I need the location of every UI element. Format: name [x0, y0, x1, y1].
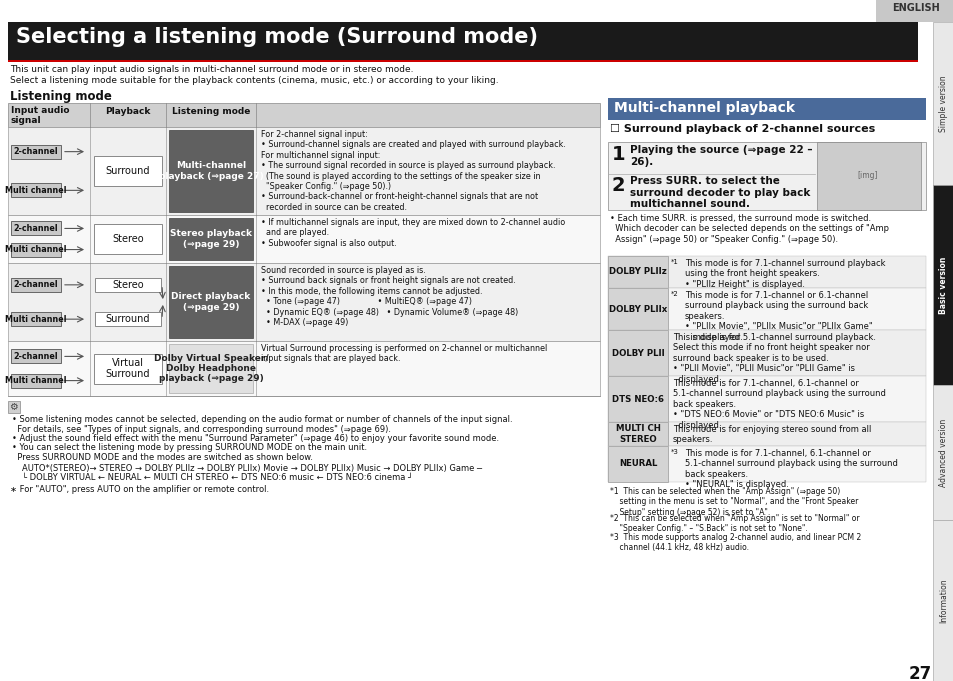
- Text: Multi channel: Multi channel: [6, 186, 67, 195]
- Bar: [11, 221, 61, 236]
- Text: *1: *1: [670, 259, 679, 265]
- Bar: [8, 127, 599, 215]
- Text: Multi-channel
playback (⇒page 27): Multi-channel playback (⇒page 27): [158, 161, 263, 180]
- Text: For details, see "Types of input signals, and corresponding surround modes" (⇒pa: For details, see "Types of input signals…: [12, 424, 391, 434]
- Text: 2-channel: 2-channel: [13, 352, 58, 361]
- Text: Sound recorded in source is played as is.
• Surround back signals or front heigh: Sound recorded in source is played as is…: [261, 266, 517, 327]
- Text: Input audio
signal: Input audio signal: [11, 106, 70, 125]
- Text: Press SURR. to select the
surround decoder to play back
multichannel sound.: Press SURR. to select the surround decod…: [629, 176, 809, 209]
- Text: Virtual
Surround: Virtual Surround: [106, 358, 150, 379]
- Text: 27: 27: [907, 665, 931, 681]
- Text: • You can select the listening mode by pressing SURROUND MODE on the main unit.: • You can select the listening mode by p…: [12, 443, 367, 452]
- Text: MULTI CH
STEREO: MULTI CH STEREO: [615, 424, 659, 444]
- Bar: [8, 215, 599, 263]
- Text: *2: *2: [670, 291, 678, 297]
- Text: • Some listening modes cannot be selected, depending on the audio format or numb: • Some listening modes cannot be selecte…: [12, 415, 512, 424]
- Text: NEURAL: NEURAL: [618, 460, 657, 469]
- Bar: [607, 446, 667, 482]
- Text: *3  This mode supports analog 2-channel audio, and linear PCM 2
    channel (44.: *3 This mode supports analog 2-channel a…: [609, 533, 861, 552]
- Bar: [607, 288, 925, 330]
- Bar: [8, 263, 599, 341]
- Text: Stereo playback
(⇒page 29): Stereo playback (⇒page 29): [170, 229, 252, 249]
- Text: Stereo: Stereo: [112, 234, 144, 244]
- Bar: [607, 422, 925, 446]
- Text: Surround: Surround: [106, 314, 150, 324]
- Bar: [94, 353, 162, 383]
- Text: Playback: Playback: [105, 106, 151, 116]
- Bar: [8, 22, 917, 60]
- Bar: [8, 103, 599, 127]
- Bar: [607, 98, 925, 120]
- Text: For 2-channel signal input:
• Surround-channel signals are created and played wi: For 2-channel signal input: • Surround-c…: [261, 130, 565, 212]
- Bar: [607, 376, 667, 422]
- Bar: [932, 22, 953, 185]
- Text: This mode is for 5.1-channel surround playback.
Select this mode if no front hei: This mode is for 5.1-channel surround pl…: [672, 333, 875, 383]
- Text: [img]: [img]: [856, 172, 877, 180]
- Text: └ DOLBY VIRTUAL ← NEURAL ← MULTI CH STEREO ← DTS NEO:6 music ← DTS NEO:6 cinema : └ DOLBY VIRTUAL ← NEURAL ← MULTI CH STER…: [22, 473, 413, 483]
- Text: DOLBY PLIIz: DOLBY PLIIz: [608, 268, 666, 276]
- Text: Information: Information: [939, 578, 947, 623]
- Text: This mode is for 7.1-channel surround playback
using the front height speakers.
: This mode is for 7.1-channel surround pl…: [684, 259, 884, 289]
- Bar: [607, 422, 667, 446]
- Bar: [169, 218, 253, 260]
- Text: 2-channel: 2-channel: [13, 224, 58, 233]
- Bar: [94, 156, 162, 186]
- Bar: [169, 344, 253, 393]
- Bar: [875, 0, 953, 22]
- Bar: [95, 312, 161, 326]
- Bar: [932, 185, 953, 385]
- Text: *3: *3: [670, 449, 679, 455]
- Bar: [95, 278, 161, 292]
- Bar: [11, 183, 61, 197]
- Bar: [8, 60, 917, 62]
- Text: 2: 2: [612, 176, 625, 195]
- Bar: [11, 144, 61, 159]
- Text: Playing the source (⇒page 22 –
26).: Playing the source (⇒page 22 – 26).: [629, 145, 812, 167]
- Text: This mode is for 7.1-channel, 6.1-channel or
5.1-channel surround playback using: This mode is for 7.1-channel, 6.1-channe…: [672, 379, 885, 430]
- Text: Press SURROUND MODE and the modes are switched as shown below.: Press SURROUND MODE and the modes are sw…: [12, 453, 313, 462]
- Text: DTS NEO:6: DTS NEO:6: [612, 394, 663, 404]
- Text: 2-channel: 2-channel: [13, 281, 58, 289]
- Bar: [11, 312, 61, 326]
- Text: This mode is for 7.1-channel, 6.1-channel or
5.1-channel surround playback using: This mode is for 7.1-channel, 6.1-channe…: [684, 449, 897, 489]
- Bar: [8, 401, 20, 413]
- Bar: [607, 142, 925, 210]
- Text: Multi channel: Multi channel: [6, 376, 67, 385]
- Bar: [932, 520, 953, 681]
- Text: Direct playback
(⇒page 29): Direct playback (⇒page 29): [172, 292, 251, 312]
- Text: ⚙: ⚙: [9, 402, 18, 412]
- Bar: [11, 278, 61, 292]
- Text: 2-channel: 2-channel: [13, 147, 58, 156]
- Text: This mode is for 7.1-channel or 6.1-channel
surround playback using the surround: This mode is for 7.1-channel or 6.1-chan…: [684, 291, 872, 342]
- Text: ENGLISH: ENGLISH: [891, 3, 939, 13]
- Text: Select a listening mode suitable for the playback contents (cinema, music, etc.): Select a listening mode suitable for the…: [10, 76, 498, 85]
- Text: This mode is for enjoying stereo sound from all
speakers.: This mode is for enjoying stereo sound f…: [672, 425, 870, 445]
- Text: AUTO*(STEREO)→ STEREO → DOLBY PLIIz → DOLBY PLIIx) Movie → DOLBY PLIIx) Music → : AUTO*(STEREO)→ STEREO → DOLBY PLIIz → DO…: [22, 464, 481, 473]
- Text: ∗ For "AUTO", press AUTO on the amplifier or remote control.: ∗ For "AUTO", press AUTO on the amplifie…: [10, 486, 269, 494]
- Text: Simple version: Simple version: [939, 75, 947, 132]
- Bar: [11, 242, 61, 257]
- Text: Multi-channel playback: Multi-channel playback: [614, 101, 794, 115]
- Text: *1  This can be selected when the "Amp Assign" (⇒page 50)
    setting in the men: *1 This can be selected when the "Amp As…: [609, 487, 858, 517]
- Bar: [816, 142, 920, 210]
- Bar: [11, 374, 61, 387]
- Text: • Adjust the sound field effect with the menu "Surround Parameter" (⇒page 46) to: • Adjust the sound field effect with the…: [12, 434, 498, 443]
- Text: ☐ Surround playback of 2-channel sources: ☐ Surround playback of 2-channel sources: [609, 124, 874, 134]
- Bar: [607, 330, 925, 376]
- Text: DOLBY PLIIx: DOLBY PLIIx: [608, 304, 666, 313]
- Text: Multi channel: Multi channel: [6, 315, 67, 323]
- Text: Selecting a listening mode (Surround mode): Selecting a listening mode (Surround mod…: [16, 27, 537, 47]
- Text: Listening mode: Listening mode: [10, 90, 112, 103]
- Text: Virtual Surround processing is performed on 2-channel or multichannel
input sign: Virtual Surround processing is performed…: [261, 344, 547, 364]
- Text: This unit can play input audio signals in multi-channel surround mode or in ster: This unit can play input audio signals i…: [10, 65, 413, 74]
- Bar: [932, 385, 953, 520]
- Text: DOLBY PLII: DOLBY PLII: [611, 349, 663, 358]
- Bar: [607, 376, 925, 422]
- Text: Dolby Virtual Speaker/
Dolby Headphone
playback (⇒page 29): Dolby Virtual Speaker/ Dolby Headphone p…: [153, 353, 268, 383]
- Text: • Each time SURR. is pressed, the surround mode is switched.
  Which decoder can: • Each time SURR. is pressed, the surrou…: [609, 214, 888, 244]
- Text: Listening mode: Listening mode: [172, 106, 250, 116]
- Bar: [169, 130, 253, 212]
- Bar: [169, 266, 253, 338]
- Bar: [607, 330, 667, 376]
- Text: Advanced version: Advanced version: [939, 418, 947, 487]
